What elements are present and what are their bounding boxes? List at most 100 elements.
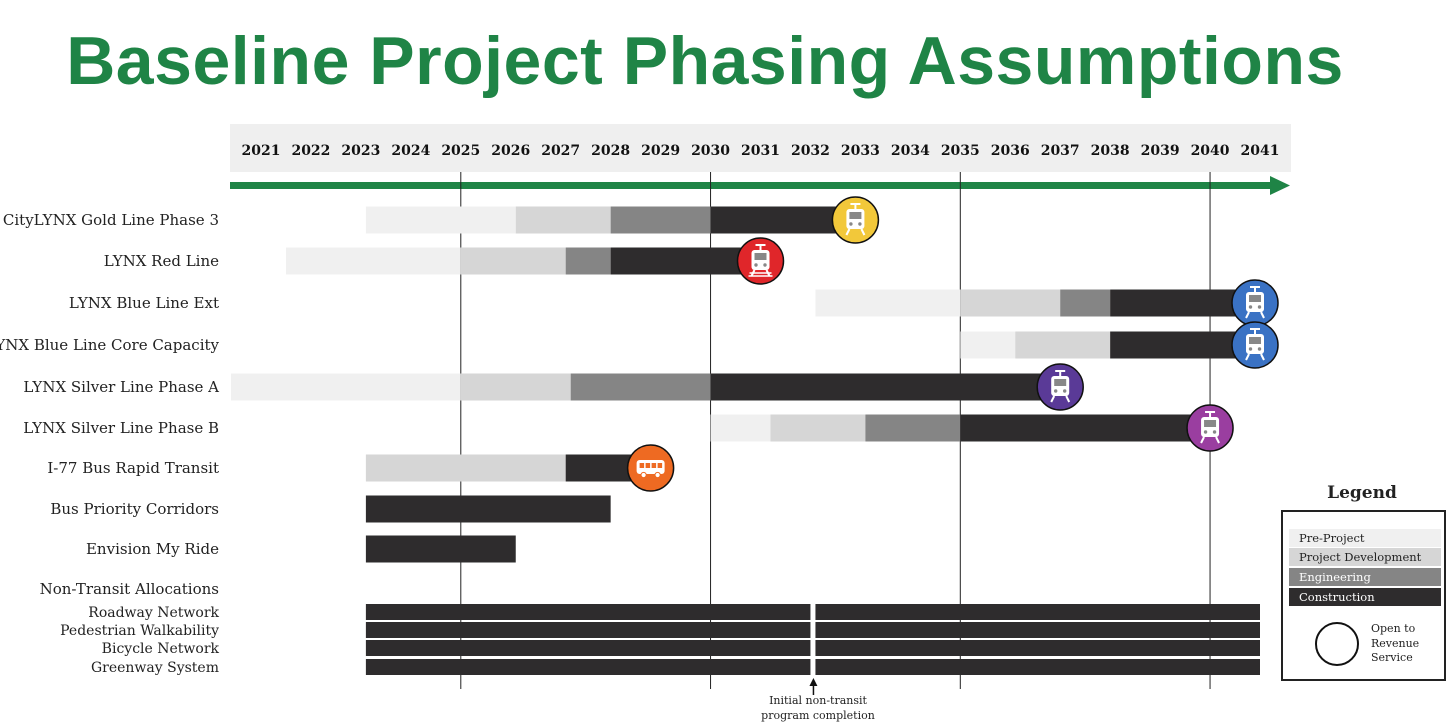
non-transit-bar (815, 604, 1260, 620)
phase-bar (460, 373, 571, 401)
phase-bar (710, 373, 1061, 401)
legend-item-construction: Construction (1289, 588, 1441, 606)
non-transit-bar (365, 604, 811, 620)
year-label: 2026 (491, 143, 530, 159)
year-label: 2039 (1141, 143, 1180, 159)
non-transit-bar (365, 659, 811, 675)
open-service-circle-icon (1315, 622, 1359, 666)
train-leg-icon (1245, 353, 1250, 361)
phase-bar (770, 414, 866, 442)
legend-title: Legend (1327, 483, 1397, 503)
year-label: 2037 (1041, 143, 1080, 159)
train-window-icon (1204, 420, 1217, 427)
train-window-icon (1249, 295, 1262, 302)
non-transit-completion-note: Initial non-transit program completion (761, 694, 875, 722)
year-label: 2040 (1191, 143, 1230, 159)
phase-bar (710, 206, 856, 234)
train-light-icon (1248, 305, 1253, 309)
year-label: 2031 (741, 143, 780, 159)
project-label: LYNX Blue Line Ext (69, 294, 219, 312)
train-light-icon (1257, 347, 1262, 351)
year-label: 2028 (591, 143, 630, 159)
phase-bar (1110, 289, 1256, 317)
phase-bar (865, 414, 961, 442)
bus-window-icon (657, 463, 663, 468)
train-light-icon (849, 222, 853, 226)
train-leg-icon (1200, 436, 1205, 444)
page-title: Baseline Project Phasing Assumptions (66, 23, 1344, 99)
completion-arrow-icon (809, 678, 818, 686)
year-label: 2034 (891, 143, 930, 159)
year-header-band (230, 124, 1291, 172)
phase-bar (1060, 289, 1111, 317)
year-label: 2032 (791, 143, 830, 159)
year-label: 2035 (941, 143, 980, 159)
project-label: Bus Priority Corridors (50, 500, 219, 518)
train-light-icon (763, 263, 767, 267)
project-label: LYNX Silver Line Phase A (23, 378, 219, 396)
legend-open-label: Open to Revenue Service (1371, 622, 1420, 664)
train-light-icon (1212, 430, 1217, 434)
phase-bar (365, 454, 566, 482)
bus-window-icon (639, 463, 645, 468)
phase-bar (960, 414, 1211, 442)
year-label: 2022 (291, 143, 330, 159)
train-light-icon (754, 263, 758, 267)
phase-bar (960, 289, 1061, 317)
phase-bar (365, 535, 516, 563)
train-light-icon (858, 222, 862, 226)
train-leg-icon (1260, 311, 1265, 319)
bus-wheel-icon (640, 471, 647, 479)
year-label: 2033 (841, 143, 880, 159)
legend-item-project-development: Project Development (1289, 548, 1441, 566)
year-label: 2027 (541, 143, 580, 159)
project-label: LYNX Blue Line Core Capacity (0, 336, 220, 354)
train-window-icon (1249, 337, 1262, 344)
project-label: LYNX Silver Line Phase B (23, 419, 219, 437)
project-label: LYNX Red Line (104, 252, 219, 270)
train-window-icon (754, 253, 767, 260)
train-leg-icon (1065, 395, 1071, 403)
bus-window-icon (651, 463, 657, 468)
year-label: 2024 (391, 143, 430, 159)
year-label: 2021 (242, 143, 281, 159)
train-leg-icon (845, 228, 851, 236)
train-leg-icon (1215, 436, 1220, 444)
non-transit-bar (815, 659, 1260, 675)
non-transit-item-label: Greenway System (91, 660, 219, 676)
train-window-icon (1054, 379, 1067, 386)
phase-bar (960, 331, 1016, 359)
non-transit-bar (365, 640, 811, 656)
project-label: Envision My Ride (86, 540, 219, 558)
non-transit-heading: Non-Transit Allocations (40, 580, 219, 598)
non-transit-bar (365, 622, 811, 638)
phase-bar (710, 414, 771, 442)
phase-bar (231, 373, 461, 401)
train-leg-icon (860, 228, 866, 236)
train-leg-icon (1260, 353, 1265, 361)
project-label: CityLYNX Gold Line Phase 3 (3, 211, 219, 229)
non-transit-item-label: Bicycle Network (102, 641, 220, 657)
train-window-icon (849, 212, 862, 219)
train-leg-icon (1245, 311, 1250, 319)
phase-bar (815, 289, 961, 317)
train-light-icon (1063, 389, 1067, 393)
project-label: I-77 Bus Rapid Transit (47, 459, 219, 477)
timeline-arrow-shaft (230, 182, 1272, 189)
train-light-icon (1054, 389, 1058, 393)
train-light-icon (1203, 430, 1208, 434)
bus-window-icon (645, 463, 651, 468)
phase-bar (1015, 331, 1111, 359)
non-transit-bar (815, 622, 1260, 638)
year-label: 2036 (991, 143, 1030, 159)
year-label: 2025 (441, 143, 480, 159)
timeline-arrowhead-icon (1270, 176, 1290, 195)
legend-item-pre-project: Pre-Project Development (1289, 529, 1441, 563)
bus-wheel-icon (654, 471, 661, 479)
year-label: 2030 (691, 143, 730, 159)
year-label: 2023 (341, 143, 380, 159)
train-light-icon (1257, 305, 1262, 309)
non-transit-bar (815, 640, 1260, 656)
legend-item-engineering: Engineering (1289, 568, 1441, 586)
